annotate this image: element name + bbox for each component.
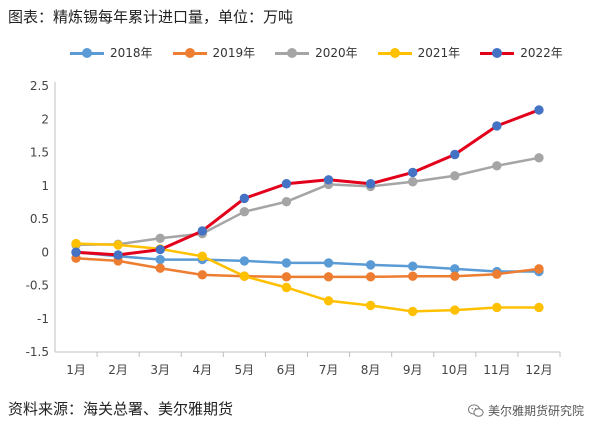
data-point — [155, 233, 165, 243]
legend-item: 2018年 — [70, 44, 153, 61]
x-tick-label: 4月 — [192, 363, 212, 377]
data-point — [323, 272, 334, 282]
y-tick-label: 2 — [41, 112, 49, 126]
source-note: 资料来源：海关总署、美尔雅期货 — [8, 400, 234, 418]
chart-caption: 图表：精炼锡每年累计进口量，单位：万吨 — [8, 8, 294, 26]
y-tick-label: -0.5 — [26, 279, 49, 293]
data-point — [71, 238, 81, 249]
x-tick-label: 3月 — [150, 363, 170, 377]
data-point — [492, 161, 502, 171]
wechat-icon — [467, 403, 484, 417]
y-tick-label: 0.5 — [30, 212, 49, 226]
y-tick-label: -1 — [37, 312, 49, 326]
y-tick-label: 1.5 — [30, 146, 49, 160]
legend-swatch — [70, 47, 104, 58]
y-tick-label: 0 — [41, 245, 49, 259]
series-line — [76, 156, 540, 247]
data-point — [281, 258, 292, 268]
legend-swatch — [172, 47, 207, 58]
data-point — [450, 271, 460, 281]
data-point — [323, 175, 334, 185]
data-point — [197, 251, 207, 261]
data-point — [534, 153, 544, 163]
data-point — [281, 179, 292, 189]
series-line — [76, 242, 539, 313]
data-point — [281, 272, 292, 282]
data-point — [450, 305, 460, 315]
data-point — [323, 258, 334, 268]
data-point — [534, 264, 544, 274]
data-point — [197, 226, 207, 236]
data-point — [197, 270, 207, 280]
data-point — [239, 193, 250, 204]
data-point — [113, 250, 123, 260]
x-tick-label: 2月 — [108, 363, 128, 377]
data-point — [408, 177, 418, 187]
legend-item: 2021年 — [377, 44, 461, 61]
x-tick-label: 11月 — [483, 363, 510, 377]
legend-swatch — [275, 47, 310, 58]
data-point — [492, 121, 502, 131]
x-tick-label: 1月 — [66, 363, 86, 377]
data-point — [323, 296, 334, 306]
data-point — [408, 167, 418, 178]
data-point — [239, 206, 250, 217]
y-tick-label: -1.5 — [26, 345, 49, 359]
data-point — [408, 306, 418, 317]
chart-legend: 2018年 2019年 2020年 2021年 2022年 — [70, 44, 563, 61]
series-line — [75, 251, 539, 273]
data-point — [492, 269, 502, 279]
data-point — [239, 256, 250, 266]
watermark-text: 美尔雅期货研究院 — [487, 404, 584, 418]
watermark: 美尔雅期货研究院 — [467, 402, 584, 419]
series-line — [75, 256, 540, 279]
data-point — [408, 271, 418, 281]
data-point — [281, 282, 292, 293]
data-point — [155, 254, 165, 265]
data-point — [239, 271, 250, 281]
x-tick-label: 12月 — [525, 363, 552, 377]
legend-label: 2021年 — [417, 46, 461, 60]
legend-swatch — [480, 47, 515, 58]
x-tick-label: 8月 — [361, 363, 381, 377]
legend-item: 2022年 — [480, 44, 563, 61]
legend-label: 2019年 — [212, 46, 256, 60]
legend-item: 2019年 — [172, 44, 256, 61]
x-tick-label: 6月 — [277, 363, 297, 377]
data-point — [408, 261, 418, 271]
x-tick-label: 10月 — [441, 363, 468, 377]
data-point — [365, 260, 376, 270]
data-point — [281, 197, 292, 207]
data-point — [365, 300, 376, 311]
data-point — [155, 244, 165, 255]
legend-label: 2020年 — [315, 46, 358, 60]
data-point — [534, 302, 544, 313]
x-tick-label: 5月 — [235, 363, 255, 377]
data-point — [492, 302, 502, 313]
x-tick-label: 7月 — [319, 363, 339, 377]
data-point — [450, 171, 460, 181]
y-tick-label: 2.5 — [30, 79, 49, 93]
data-point — [534, 105, 544, 115]
data-point — [71, 247, 81, 257]
x-tick-label: 9月 — [403, 363, 423, 377]
data-point — [450, 149, 460, 160]
legend-label: 2018年 — [110, 46, 153, 60]
y-tick-label: 1 — [41, 179, 49, 193]
data-point — [365, 272, 376, 282]
series-line — [75, 108, 540, 257]
legend-label: 2022年 — [520, 46, 563, 60]
legend-item: 2020年 — [275, 44, 358, 61]
legend-swatch — [377, 47, 412, 58]
data-point — [365, 179, 376, 189]
data-point — [155, 263, 165, 273]
data-point — [113, 240, 123, 250]
